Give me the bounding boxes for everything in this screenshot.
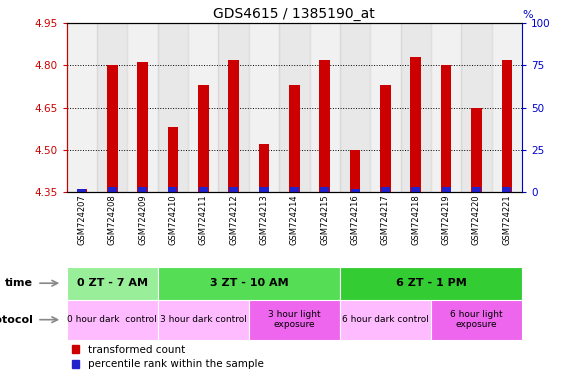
Bar [259,144,269,192]
Text: GSM724212: GSM724212 [229,194,238,245]
Bar [310,23,340,192]
Bar [77,189,86,192]
Bar [168,187,177,192]
Bar [249,300,340,340]
Bar [431,300,522,340]
Legend: transformed count, percentile rank within the sample: transformed count, percentile rank withi… [72,345,263,369]
Bar [67,300,158,340]
Bar [198,85,209,192]
Bar [431,23,461,192]
Bar [340,267,522,300]
Bar [219,23,249,192]
Bar [340,300,431,340]
Bar [289,85,300,192]
Bar [158,300,249,340]
Bar [290,187,299,192]
Bar [77,189,87,192]
Bar [502,60,512,192]
Text: GSM724207: GSM724207 [77,194,86,245]
Text: GSM724214: GSM724214 [290,194,299,245]
Bar [137,63,148,192]
Text: GSM724213: GSM724213 [259,194,269,245]
Text: GSM724208: GSM724208 [108,194,117,245]
Text: 3 hour dark control: 3 hour dark control [160,315,246,324]
Bar [279,23,310,192]
Bar [350,150,360,192]
Title: GDS4615 / 1385190_at: GDS4615 / 1385190_at [213,7,375,21]
Bar [249,23,279,192]
Text: 0 ZT - 7 AM: 0 ZT - 7 AM [77,278,148,288]
Text: GSM724216: GSM724216 [350,194,360,245]
Bar [97,23,128,192]
Bar [411,57,421,192]
Bar [67,23,97,192]
Text: 0 hour dark  control: 0 hour dark control [67,315,157,324]
Bar [441,187,451,192]
Text: GSM724215: GSM724215 [320,194,329,245]
Text: GSM724217: GSM724217 [381,194,390,245]
Bar [401,23,431,192]
Bar [350,189,360,192]
Text: GSM724211: GSM724211 [199,194,208,245]
Bar [370,23,401,192]
Bar [471,108,482,192]
Bar [158,23,188,192]
Bar [340,23,370,192]
Bar [320,187,329,192]
Bar [108,187,117,192]
Text: 6 ZT - 1 PM: 6 ZT - 1 PM [396,278,466,288]
Bar [128,23,158,192]
Bar [381,187,390,192]
Bar [461,23,492,192]
Bar [492,23,522,192]
Bar [229,187,238,192]
Bar [320,60,330,192]
Text: GSM724220: GSM724220 [472,194,481,245]
Bar [441,65,451,192]
Bar [158,267,340,300]
Bar [107,65,118,192]
Bar [411,187,420,192]
Text: 3 ZT - 10 AM: 3 ZT - 10 AM [209,278,288,288]
Text: GSM724221: GSM724221 [502,194,512,245]
Bar [502,187,512,192]
Bar [472,187,481,192]
Text: 6 hour light
exposure: 6 hour light exposure [450,310,503,329]
Bar [259,187,269,192]
Text: GSM724218: GSM724218 [411,194,420,245]
Text: 6 hour dark control: 6 hour dark control [342,315,429,324]
Bar [188,23,219,192]
Text: %: % [522,10,532,20]
Bar [229,60,239,192]
Bar [138,187,147,192]
Bar [168,127,178,192]
Text: time: time [5,278,32,288]
Text: GSM724209: GSM724209 [138,194,147,245]
Text: GSM724210: GSM724210 [168,194,177,245]
Bar [380,85,391,192]
Bar [199,187,208,192]
Text: 3 hour light
exposure: 3 hour light exposure [268,310,321,329]
Text: protocol: protocol [0,314,32,325]
Bar [67,267,158,300]
Text: GSM724219: GSM724219 [441,194,451,245]
